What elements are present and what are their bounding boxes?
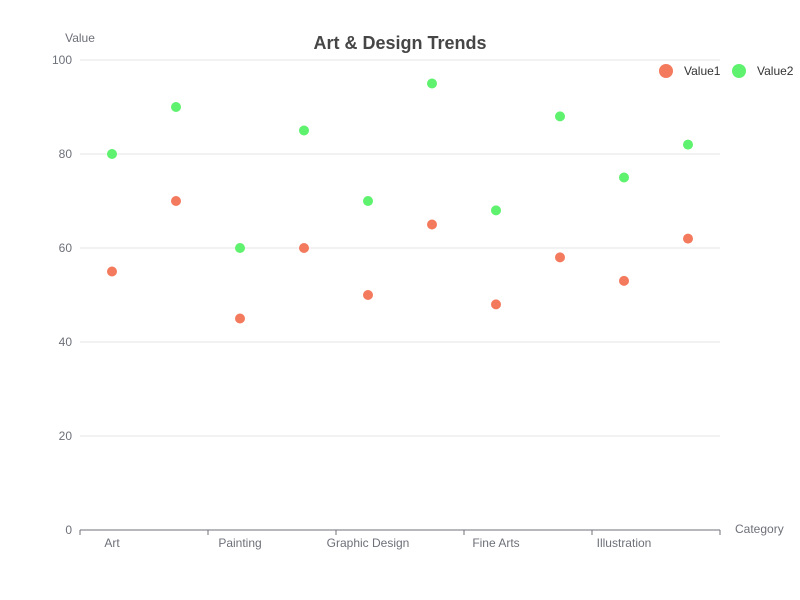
data-points (107, 78, 693, 324)
x-tick-label: Illustration (597, 536, 652, 550)
x-axis-ticks: Art Painting Graphic Design Fine Arts Illust… (104, 536, 651, 550)
x-tick-label: Fine Arts (472, 536, 519, 550)
data-point-value2[interactable] (363, 196, 373, 206)
data-point-value1[interactable] (235, 313, 245, 324)
legend-marker (659, 64, 673, 78)
y-tick-label: 80 (59, 147, 73, 161)
data-point-value1[interactable] (107, 266, 117, 277)
data-point-value1[interactable] (299, 243, 309, 253)
data-point-value2[interactable] (491, 205, 501, 216)
y-tick-label: 20 (59, 429, 73, 443)
x-axis (79, 529, 721, 535)
data-point-value1[interactable] (683, 233, 693, 244)
data-point-value1[interactable] (363, 290, 373, 300)
data-point-value1[interactable] (427, 219, 437, 230)
legend-item-value2[interactable]: Value2 (732, 64, 794, 78)
data-point-value2[interactable] (107, 149, 117, 159)
chart-title: Art & Design Trends (313, 33, 486, 53)
y-tick-label: 0 (65, 523, 72, 537)
data-point-value2[interactable] (299, 125, 309, 136)
x-tick-label: Painting (218, 536, 261, 550)
data-point-value2[interactable] (235, 243, 245, 253)
data-point-value2[interactable] (619, 172, 629, 183)
y-tick-label: 60 (59, 241, 73, 255)
y-tick-label: 40 (59, 335, 73, 349)
data-point-value1[interactable] (555, 252, 565, 263)
x-tick-label: Art (104, 536, 120, 550)
y-tick-label: 100 (52, 53, 72, 67)
data-point-value1[interactable] (171, 196, 181, 206)
x-axis-label: Category (735, 522, 784, 536)
y-axis-ticks: 0 20 40 60 80 100 (52, 53, 72, 537)
data-point-value1[interactable] (491, 299, 501, 310)
data-point-value2[interactable] (427, 78, 437, 89)
data-point-value2[interactable] (171, 102, 181, 112)
legend-label: Value2 (757, 64, 794, 78)
x-tick-label: Graphic Design (327, 536, 410, 550)
legend-item-value1[interactable]: Value1 (659, 64, 721, 78)
legend-marker (732, 64, 746, 78)
legend-label: Value1 (684, 64, 721, 78)
legend: Value1 Value2 (659, 64, 794, 78)
data-point-value2[interactable] (683, 139, 693, 150)
data-point-value1[interactable] (619, 275, 629, 286)
grid-layer (80, 59, 720, 437)
data-point-value2[interactable] (555, 111, 565, 122)
y-axis-label: Value (65, 31, 95, 45)
